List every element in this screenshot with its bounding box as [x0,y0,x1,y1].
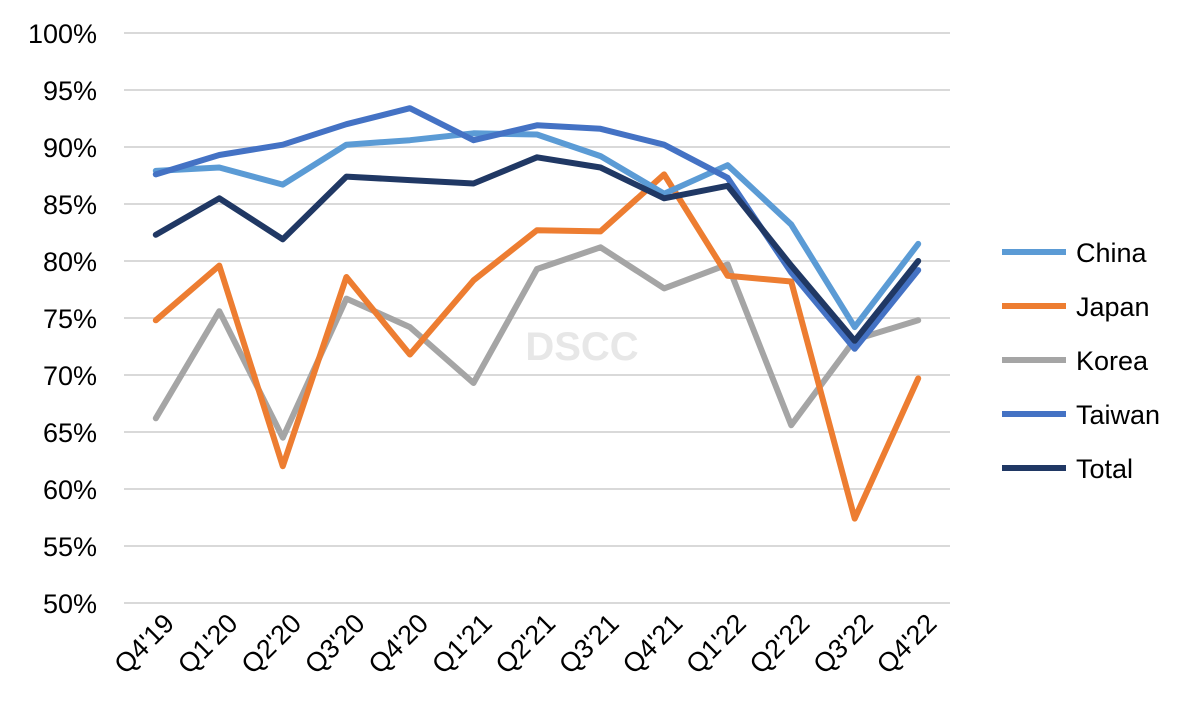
x-tick-label: Q3'21 [553,608,625,680]
series-line-china [152,130,922,331]
x-tick-label: Q4'21 [617,608,689,680]
y-tick-label: 60% [43,475,97,505]
y-tick-label: 100% [28,19,97,49]
y-tick-label: 85% [43,190,97,220]
x-tick-label: Q2'22 [744,608,816,680]
x-tick-label: Q2'20 [236,608,308,680]
x-tick-label: Q1'22 [680,608,752,680]
y-tick-label: 50% [43,589,97,619]
legend-label-china: China [1076,238,1148,268]
series-line-korea [152,244,922,441]
legend-label-taiwan: Taiwan [1076,400,1160,430]
legend-label-korea: Korea [1076,346,1149,376]
y-tick-label: 55% [43,532,97,562]
x-tick-label: Q4'19 [108,608,180,680]
y-tick-label: 70% [43,361,97,391]
x-tick-label: Q1'21 [426,608,498,680]
y-tick-label: 65% [43,418,97,448]
y-axis-ticks: 50% 55% 60% 65% 70% 75% 80% 85% 90% 95% 100% [28,19,97,619]
x-tick-label: Q4'20 [363,608,435,680]
x-tick-label: Q3'22 [807,608,879,680]
legend-label-total: Total [1076,454,1133,484]
legend-label-japan: Japan [1076,292,1150,322]
x-axis-ticks: Q4'19Q1'20Q2'20Q3'20Q4'20Q1'21Q2'21Q3'21… [108,608,942,680]
series-lines [152,105,922,522]
x-tick-label: Q1'20 [172,608,244,680]
x-tick-label: Q4'22 [871,608,943,680]
y-tick-label: 80% [43,247,97,277]
y-tick-label: 95% [43,76,97,106]
series-line-japan [152,171,922,522]
watermark-text: DSCC [525,325,638,369]
y-tick-label: 90% [43,133,97,163]
gridlines [124,32,950,604]
x-tick-label: Q2'21 [490,608,562,680]
series-line-total [152,154,922,344]
y-tick-label: 75% [43,304,97,334]
x-tick-label: Q3'20 [299,608,371,680]
legend: China Japan Korea Taiwan Total [1002,238,1160,484]
series-line-taiwan [152,105,922,352]
